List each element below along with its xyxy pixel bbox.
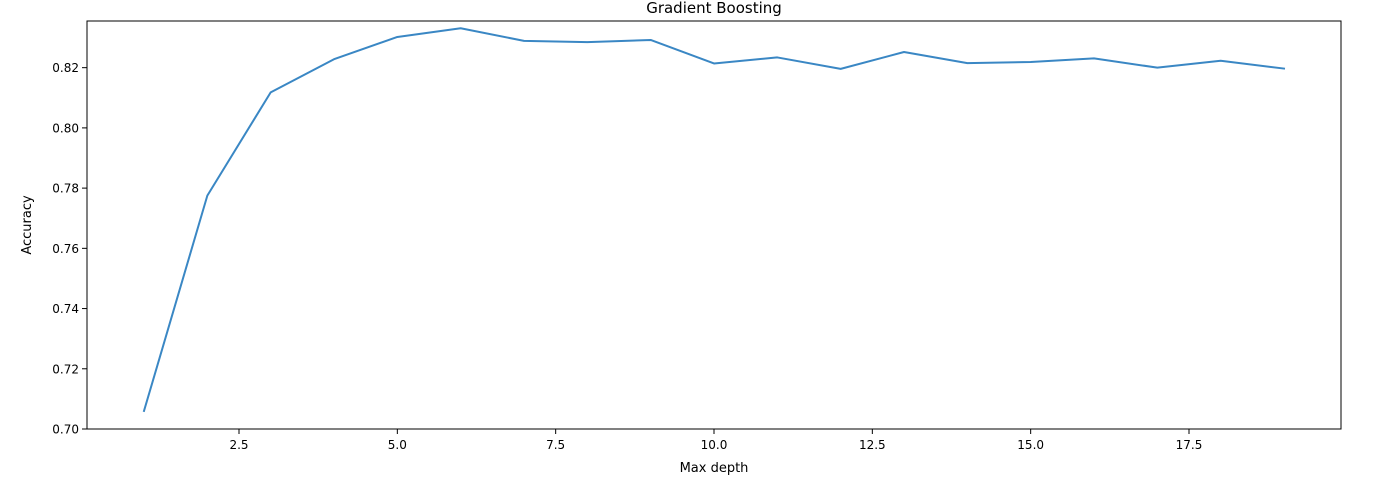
y-tick-label: 0.72 [52, 362, 79, 376]
y-tick-label: 0.74 [52, 302, 79, 316]
plot-area: 2.5 5.0 7.5 10.0 12.5 15.0 17.5 0.70 0.72 0.74 0.7… [52, 20, 1342, 452]
series-line-0 [142, 27, 1286, 413]
x-tick-label: 10.0 [701, 438, 728, 452]
x-axis-label: Max depth [680, 461, 749, 476]
y-tick-label: 0.70 [52, 423, 79, 437]
y-tick-label: 0.76 [52, 242, 79, 256]
y-axis-label: Accuracy [20, 195, 35, 255]
plot-frame [86, 20, 1342, 430]
y-tick-label: 0.80 [52, 121, 79, 135]
x-tick-label: 2.5 [229, 438, 248, 452]
chart-title: Gradient Boosting [646, 0, 782, 17]
x-tick-label: 7.5 [546, 438, 565, 452]
x-tick-label: 5.0 [388, 438, 407, 452]
x-tick-label: 12.5 [859, 438, 886, 452]
x-tick-label: 17.5 [1176, 438, 1203, 452]
x-tick-label: 15.0 [1017, 438, 1044, 452]
y-tick-label: 0.82 [52, 61, 79, 75]
y-tick-label: 0.78 [52, 182, 79, 196]
